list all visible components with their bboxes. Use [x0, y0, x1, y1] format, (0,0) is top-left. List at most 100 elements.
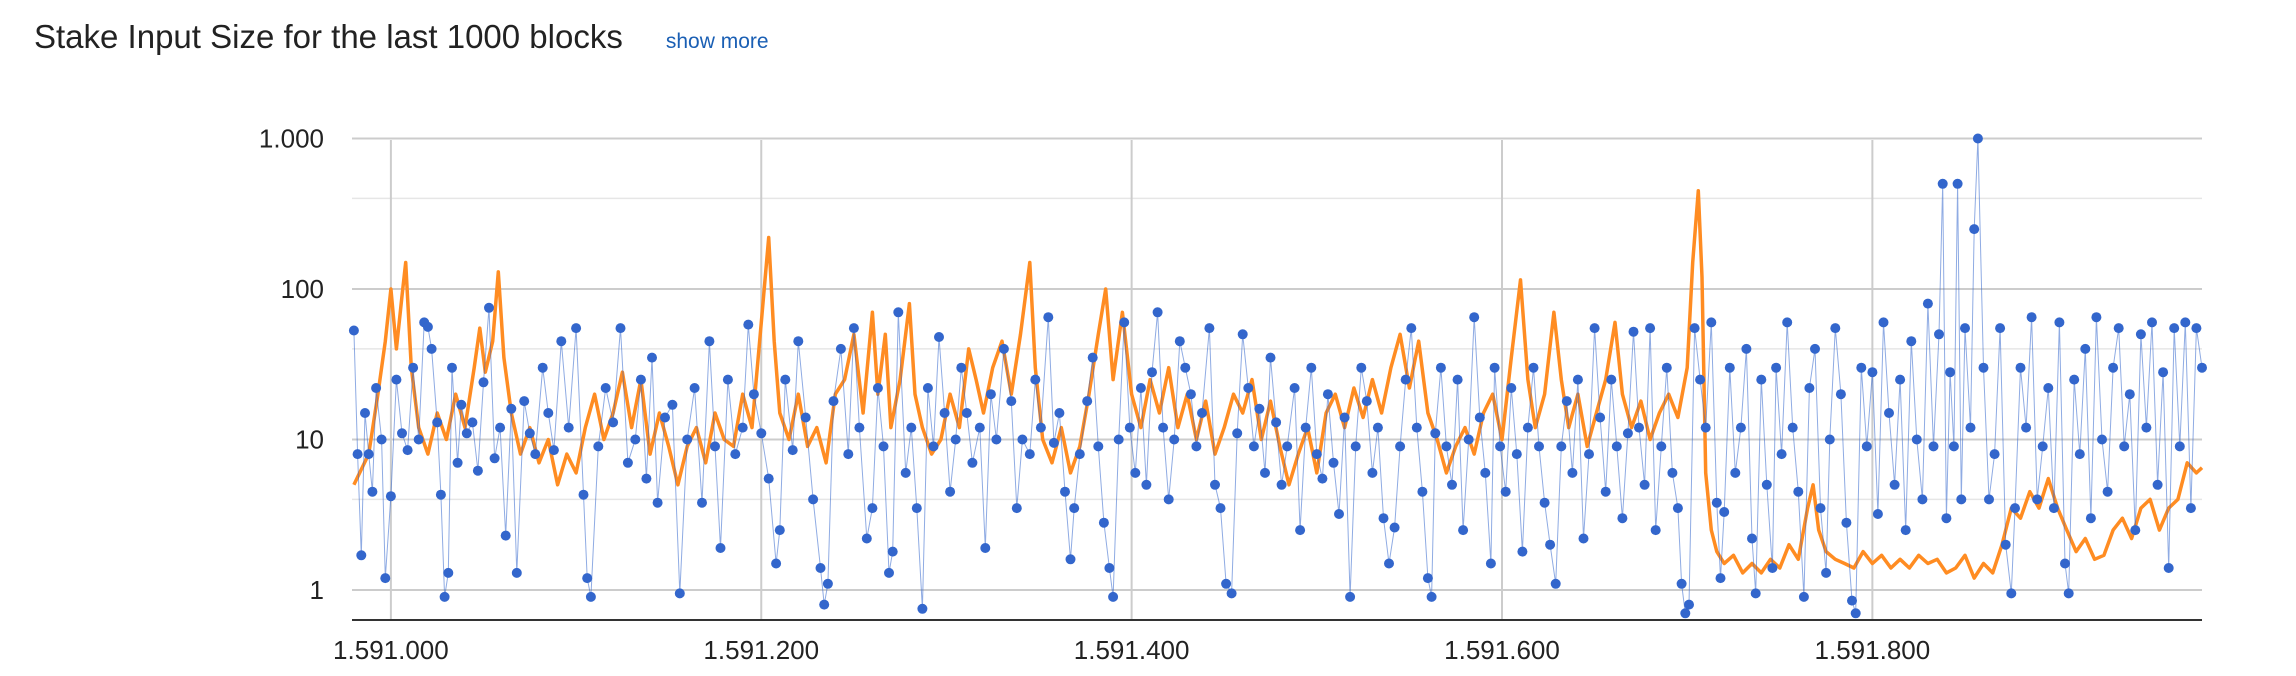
- data-point: [1689, 323, 1700, 334]
- data-point: [524, 428, 535, 439]
- data-point: [435, 489, 446, 500]
- data-point: [1185, 389, 1196, 400]
- data-point: [1030, 374, 1041, 385]
- data-point: [756, 428, 767, 439]
- data-point: [1906, 336, 1917, 347]
- data-point: [519, 396, 530, 407]
- data-point: [1254, 403, 1265, 414]
- data-point: [2141, 422, 2152, 433]
- y-tick-label: 10: [295, 425, 324, 455]
- data-point: [1226, 588, 1237, 599]
- data-point: [872, 383, 883, 393]
- data-point: [1539, 497, 1550, 508]
- data-point: [1969, 224, 1980, 235]
- data-point: [1750, 588, 1761, 599]
- data-point: [1210, 479, 1220, 490]
- data-point: [1578, 533, 1589, 544]
- data-point: [1384, 558, 1394, 569]
- data-point: [1650, 525, 1661, 536]
- data-point: [1561, 396, 1572, 407]
- x-tick-label: 1.591.400: [1074, 635, 1190, 665]
- data-point: [1204, 323, 1215, 334]
- data-point: [2037, 441, 2048, 452]
- data-point: [861, 533, 872, 544]
- data-point: [2102, 486, 2113, 497]
- data-point: [1158, 422, 1169, 433]
- data-point: [1367, 467, 1378, 478]
- data-point: [967, 457, 978, 468]
- data-point: [1847, 595, 1857, 606]
- data-point: [1500, 486, 1511, 497]
- data-point: [2069, 374, 2080, 385]
- data-point: [1556, 441, 1567, 452]
- data-point: [2197, 362, 2207, 373]
- data-point: [1119, 317, 1130, 328]
- y-tick-label: 1: [310, 575, 324, 605]
- data-point: [1389, 522, 1400, 533]
- data-point: [1048, 437, 1059, 448]
- data-point: [843, 449, 854, 460]
- data-point: [748, 389, 759, 400]
- data-point: [2147, 317, 2157, 328]
- data-point: [1793, 486, 1804, 497]
- data-point: [1815, 503, 1826, 514]
- data-point: [511, 567, 522, 578]
- data-point: [1422, 573, 1433, 584]
- series-points: [348, 133, 2207, 619]
- data-point: [2124, 389, 2135, 400]
- data-point: [743, 319, 754, 330]
- data-point: [1810, 343, 1820, 354]
- data-point: [1684, 599, 1694, 610]
- y-tick-label: 1.000: [259, 124, 324, 154]
- data-point: [884, 567, 894, 578]
- data-point: [1584, 449, 1594, 460]
- data-point: [1917, 494, 1928, 505]
- data-point: [1937, 178, 1948, 189]
- data-point: [1761, 479, 1772, 490]
- data-point: [585, 591, 596, 602]
- data-point: [2185, 503, 2196, 514]
- x-tick-label: 1.591.800: [1815, 635, 1931, 665]
- data-point: [991, 434, 1002, 445]
- data-point: [689, 383, 700, 393]
- data-point: [715, 543, 726, 553]
- data-point: [1667, 467, 1678, 478]
- data-point: [472, 465, 483, 476]
- data-point: [1735, 422, 1746, 433]
- data-point: [1104, 563, 1115, 573]
- data-point: [1700, 422, 1711, 433]
- show-more-link[interactable]: show more: [665, 30, 769, 53]
- data-point: [1141, 479, 1152, 490]
- data-point: [2174, 441, 2185, 452]
- data-point: [1108, 591, 1119, 602]
- data-point: [1719, 507, 1730, 517]
- data-point: [1265, 352, 1276, 363]
- data-point: [1289, 383, 1300, 393]
- axis-labels: 1 10 100 1.000 1.591.000 1.591.200 1.591.400 1.…: [259, 124, 1930, 666]
- data-point: [1311, 449, 1322, 460]
- data-point: [1528, 362, 1539, 373]
- data-point: [1152, 307, 1163, 318]
- data-point: [1724, 362, 1735, 373]
- data-point: [1463, 434, 1474, 445]
- data-point: [1191, 441, 1202, 452]
- data-point: [563, 422, 574, 433]
- data-point: [443, 567, 454, 578]
- data-point: [1345, 591, 1356, 602]
- data-point: [906, 422, 917, 433]
- data-point: [1911, 434, 1922, 445]
- data-point: [380, 573, 391, 584]
- data-point: [1074, 449, 1085, 460]
- data-point: [730, 449, 741, 460]
- data-point: [2191, 323, 2202, 334]
- data-point: [556, 336, 567, 347]
- x-tick-label: 1.591.600: [1444, 635, 1560, 665]
- data-point: [1378, 513, 1389, 524]
- data-point: [1248, 441, 1259, 452]
- data-point: [934, 332, 944, 342]
- data-point: [828, 396, 839, 407]
- data-point: [1622, 428, 1633, 439]
- data-point: [1821, 567, 1832, 578]
- data-point: [1900, 525, 1911, 536]
- data-point: [1522, 422, 1533, 433]
